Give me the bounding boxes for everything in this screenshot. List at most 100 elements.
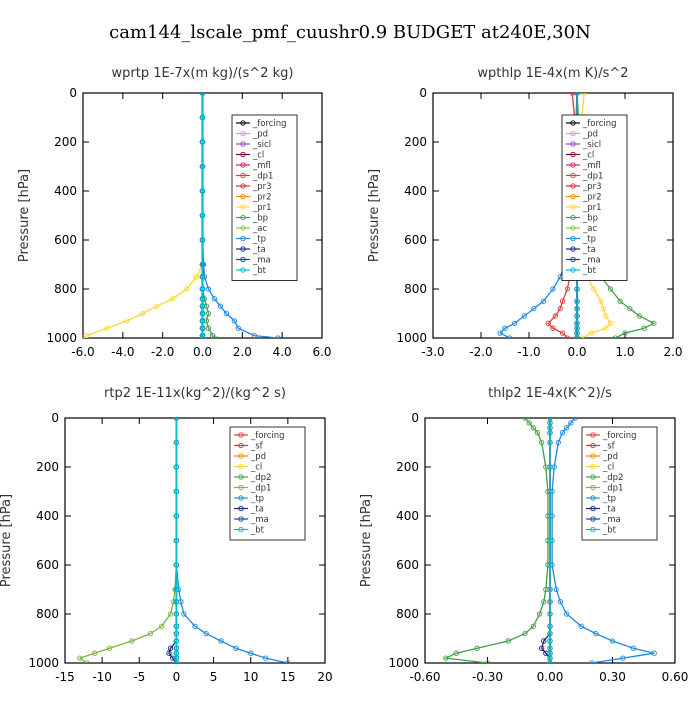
data-point xyxy=(547,439,553,446)
data-point xyxy=(217,303,224,309)
data-point xyxy=(199,188,206,194)
legend-marker xyxy=(240,130,246,137)
x-tick-label: 2.0 xyxy=(663,345,682,359)
legend-label: _forcing xyxy=(582,119,617,129)
legend-label: _dp1 xyxy=(582,172,603,182)
legend-marker xyxy=(238,516,244,522)
data-point xyxy=(574,93,580,96)
data-point xyxy=(547,513,553,519)
legend-marker xyxy=(570,235,576,242)
data-point xyxy=(106,645,113,651)
y-tick-label: 1000 xyxy=(28,656,59,670)
legend-marker xyxy=(570,193,576,200)
y-axis-label: Pressure [hPa] xyxy=(0,494,14,587)
legend-label: _dp2 xyxy=(250,473,271,483)
data-point xyxy=(588,330,595,336)
legend-label: _pr2 xyxy=(582,193,602,203)
data-point xyxy=(547,420,553,426)
data-point xyxy=(248,650,254,656)
data-point xyxy=(581,93,587,96)
data-point xyxy=(173,418,180,421)
data-point xyxy=(474,645,480,651)
data-point xyxy=(285,660,291,663)
data-point xyxy=(199,114,206,121)
legend-marker xyxy=(240,235,246,242)
legend-marker xyxy=(590,516,596,522)
data-point xyxy=(574,286,580,292)
legend-label: _pd xyxy=(582,130,598,140)
legend-label: _sicl xyxy=(252,140,271,150)
y-tick-label: 800 xyxy=(404,282,427,296)
legend-marker xyxy=(240,151,246,158)
data-point xyxy=(651,320,657,326)
data-point xyxy=(235,325,242,331)
data-point xyxy=(173,645,180,651)
data-point xyxy=(511,320,518,326)
data-point xyxy=(574,298,580,304)
data-point xyxy=(199,237,206,243)
data-point xyxy=(154,303,160,309)
legend-label: _pd xyxy=(602,452,618,462)
data-point xyxy=(617,298,623,304)
data-point xyxy=(173,599,180,605)
chart-panel-thlp2: thlp2 1E-4x(K^2)/s Pressure [hPa] -0.60 -0.… xyxy=(350,375,700,700)
legend-marker xyxy=(238,484,244,491)
page-title: cam144_lscale_pmf_cuushr0.9 BUDGET at240… xyxy=(109,22,591,43)
data-point xyxy=(84,332,90,338)
legend-marker xyxy=(240,246,246,252)
legend-label: _dp1 xyxy=(602,484,623,494)
data-point xyxy=(598,298,604,304)
data-point xyxy=(193,274,200,280)
legend-label: _ta xyxy=(250,505,264,515)
data-point xyxy=(531,305,537,312)
data-point xyxy=(557,599,564,605)
y-tick-label: 0 xyxy=(51,411,59,425)
legend-label: _ta xyxy=(582,245,596,255)
data-point xyxy=(536,611,543,617)
data-point xyxy=(539,439,545,446)
data-point xyxy=(167,611,174,617)
legend-marker xyxy=(570,183,576,189)
chart-panel-wprtp: wprtp 1E-7x(m kg)/(s^2 kg) Pressure [hPa]… xyxy=(0,55,350,375)
y-tick-label: 800 xyxy=(36,607,59,621)
data-point xyxy=(609,638,616,644)
legend-label: _ma xyxy=(602,515,621,525)
data-point xyxy=(564,611,570,617)
data-point xyxy=(173,623,180,629)
legend-marker xyxy=(238,526,244,533)
data-point xyxy=(199,335,206,338)
legend-label: _pr3 xyxy=(252,182,272,192)
data-point xyxy=(547,599,553,605)
data-point xyxy=(172,586,178,593)
legend-label: _ma xyxy=(250,515,269,525)
data-point xyxy=(547,537,553,544)
data-point xyxy=(530,425,536,431)
y-tick-label: 800 xyxy=(54,282,77,296)
y-tick-label: 200 xyxy=(396,460,419,474)
legend-marker xyxy=(240,120,246,126)
series-line-pr1 xyxy=(83,93,204,338)
x-tick-label: -5 xyxy=(133,670,145,684)
legend-label: _pr1 xyxy=(582,203,602,213)
legend-marker xyxy=(238,432,244,438)
legend-marker xyxy=(570,162,576,168)
y-axis-label: Pressure [hPa] xyxy=(367,169,382,262)
data-point xyxy=(443,655,449,661)
legend-marker xyxy=(570,225,576,231)
data-point xyxy=(591,286,597,292)
x-tick-label: 20 xyxy=(317,670,332,684)
data-point xyxy=(534,430,541,436)
data-point xyxy=(603,313,609,319)
legend-label: _sicl xyxy=(582,140,601,150)
data-point xyxy=(211,296,218,302)
data-point xyxy=(526,420,532,426)
legend-marker xyxy=(570,204,576,210)
legend-marker xyxy=(570,214,576,221)
data-point xyxy=(572,418,578,421)
x-tick-label: 0.60 xyxy=(662,670,689,684)
legend-label: _ta xyxy=(252,245,266,255)
data-point xyxy=(545,320,551,326)
legend-marker xyxy=(570,120,576,126)
data-point xyxy=(205,286,212,292)
data-point xyxy=(173,488,180,495)
